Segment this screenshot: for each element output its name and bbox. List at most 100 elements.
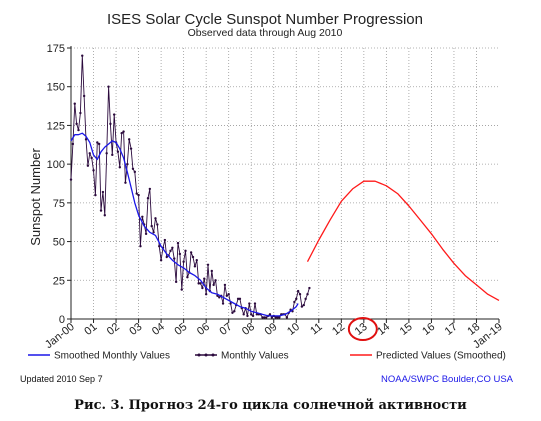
monthly-point bbox=[212, 283, 215, 287]
monthly-point bbox=[139, 245, 142, 248]
monthly-point bbox=[265, 316, 268, 319]
monthly-point bbox=[116, 150, 120, 153]
monthly-point bbox=[221, 302, 225, 305]
monthly-point bbox=[88, 152, 91, 155]
x-tick-label: 17 bbox=[443, 321, 460, 338]
monthly-point bbox=[146, 197, 150, 200]
monthly-point bbox=[154, 217, 157, 220]
monthly-point bbox=[152, 231, 155, 234]
monthly-point bbox=[218, 296, 221, 299]
monthly-point bbox=[236, 297, 240, 301]
monthly-point bbox=[268, 313, 272, 316]
monthly-point bbox=[182, 260, 185, 263]
monthly-point bbox=[173, 257, 176, 260]
monthly-point bbox=[96, 141, 99, 144]
legend-label-monthly-values: Monthly Values bbox=[221, 351, 289, 362]
x-tick-label: 04 bbox=[150, 321, 167, 338]
monthly-point bbox=[71, 142, 75, 146]
monthly-point bbox=[79, 111, 82, 115]
y-tick-label: 25 bbox=[53, 275, 65, 287]
x-tick-label: 01 bbox=[82, 321, 99, 338]
monthly-point bbox=[225, 294, 229, 297]
monthly-point bbox=[203, 277, 206, 280]
monthly-point bbox=[238, 297, 242, 301]
x-tick-label: 14 bbox=[375, 321, 392, 338]
monthly-point bbox=[201, 286, 204, 290]
legend-label-predicted-values-smoothed: Predicted Values (Smoothed) bbox=[376, 351, 506, 362]
highlight-circle bbox=[347, 317, 378, 341]
y-tick-label: 75 bbox=[53, 198, 65, 210]
monthly-point bbox=[92, 169, 95, 172]
monthly-point bbox=[94, 193, 97, 197]
monthly-point bbox=[124, 181, 127, 184]
legend: Smoothed Monthly Values Monthly Values Pre… bbox=[28, 351, 506, 362]
monthly-point bbox=[107, 85, 110, 88]
monthly-point bbox=[112, 113, 116, 116]
x-tick-label: 09 bbox=[263, 321, 280, 338]
monthly-point bbox=[120, 131, 123, 135]
y-axis-label: Sunspot Number bbox=[28, 148, 43, 246]
legend-marker bbox=[211, 353, 215, 357]
monthly-point bbox=[302, 303, 305, 307]
monthly-point bbox=[97, 142, 101, 146]
monthly-point bbox=[233, 310, 236, 313]
monthly-point bbox=[276, 316, 279, 319]
monthly-point bbox=[263, 316, 266, 319]
monthly-point bbox=[75, 122, 78, 126]
y-tick-label: 125 bbox=[47, 120, 65, 132]
x-tick-label: 07 bbox=[217, 321, 234, 338]
x-tick-label: 13 bbox=[353, 321, 370, 338]
monthly-point bbox=[73, 102, 76, 105]
legend-marker bbox=[204, 353, 208, 357]
monthly-point bbox=[86, 164, 90, 167]
monthly-point bbox=[186, 275, 189, 279]
monthly-point bbox=[133, 170, 137, 174]
monthly-point bbox=[278, 316, 281, 319]
monthly-point bbox=[195, 258, 198, 262]
monthly-point bbox=[163, 238, 167, 242]
monthly-point bbox=[158, 245, 161, 248]
monthly-point bbox=[144, 232, 148, 236]
monthly-point bbox=[126, 162, 129, 166]
monthly-point bbox=[306, 293, 309, 296]
monthly-point bbox=[204, 293, 208, 296]
monthly-point bbox=[293, 300, 296, 304]
footer-source: NOAA/SWPC Boulder,CO USA bbox=[381, 374, 514, 385]
monthly-point bbox=[111, 153, 114, 157]
x-tick-label: 08 bbox=[240, 321, 257, 338]
monthly-point bbox=[103, 214, 106, 217]
monthly-point bbox=[141, 215, 144, 218]
monthly-point bbox=[295, 297, 298, 301]
plot-axes bbox=[67, 46, 500, 323]
y-tick-label: 50 bbox=[53, 237, 65, 249]
monthly-point bbox=[270, 316, 274, 319]
monthly-point bbox=[223, 283, 227, 287]
x-tick-label: 05 bbox=[172, 321, 189, 338]
monthly-point bbox=[131, 167, 135, 170]
monthly-point bbox=[156, 223, 159, 226]
monthly-point bbox=[148, 187, 152, 191]
monthly-point bbox=[210, 269, 213, 273]
monthly-point bbox=[274, 316, 277, 319]
monthly-point bbox=[90, 156, 93, 160]
monthly-point bbox=[253, 302, 257, 305]
y-tick-label: 175 bbox=[47, 43, 65, 55]
monthly-point bbox=[169, 249, 172, 253]
y-tick-label: 150 bbox=[47, 82, 65, 94]
y-tick-label: 0 bbox=[59, 314, 65, 326]
monthly-point bbox=[229, 302, 232, 305]
monthly-point bbox=[189, 251, 193, 254]
legend-marker bbox=[197, 353, 201, 357]
monthly-point bbox=[298, 293, 302, 296]
monthly-point bbox=[135, 192, 138, 195]
x-tick-label: 15 bbox=[398, 321, 415, 338]
x-tick-label: 02 bbox=[105, 321, 122, 338]
monthly-point bbox=[174, 280, 178, 284]
x-tick-label: 18 bbox=[465, 321, 482, 338]
footer-updated: Updated 2010 Sep 7 bbox=[20, 374, 103, 384]
monthly-point bbox=[214, 279, 217, 282]
y-tick-label: 100 bbox=[47, 159, 65, 171]
monthly-point bbox=[82, 94, 86, 98]
monthly-point bbox=[171, 246, 174, 249]
